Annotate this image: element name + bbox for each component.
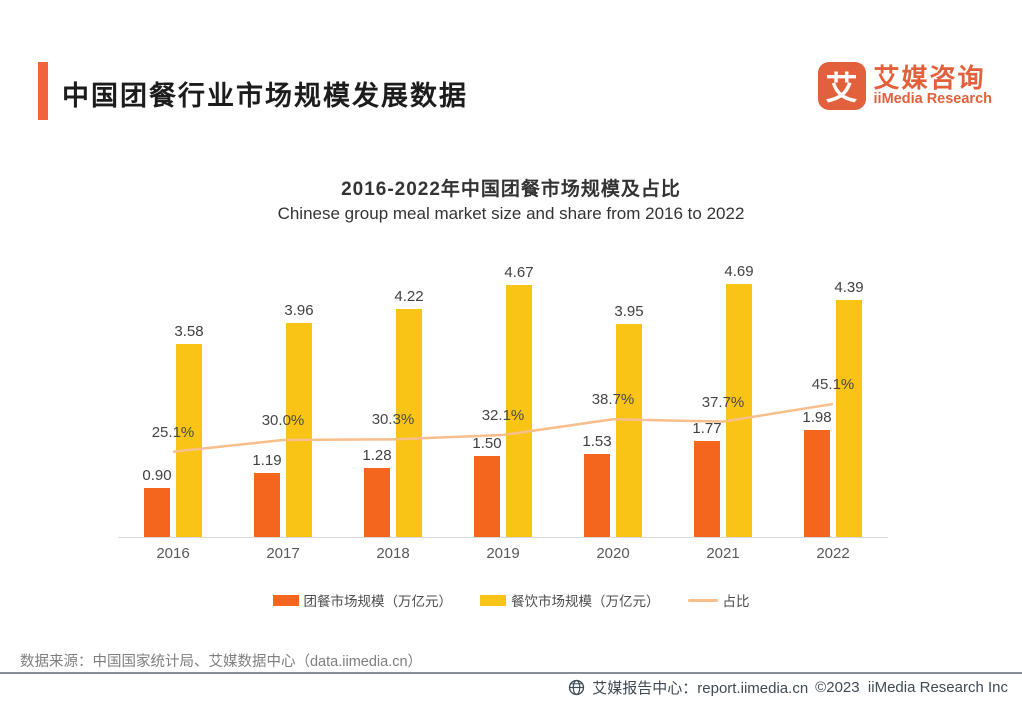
share-pct-label: 25.1% [151,423,195,441]
x-tick-label: 2019 [486,545,520,562]
bar-value-label: 1.77 [692,420,722,438]
x-tick-label: 2018 [376,545,410,562]
share-pct-label: 45.1% [811,375,855,393]
bar-value-label: 3.95 [614,302,644,320]
report-center-text: 艾媒报告中心：report.iimedia.cn [592,680,809,697]
bar-value-label: 1.19 [252,451,282,469]
footer-divider [0,672,1022,674]
bar-value-label: 3.58 [174,322,204,340]
x-axis-labels: 2016 2017 2018 2019 2020 2021 2022 [118,545,888,562]
legend-label: 团餐市场规模（万亿元） [303,594,453,609]
legend-item-catering: 餐饮市场规模（万亿元） [480,590,660,610]
bar-value-label: 1.50 [472,435,502,452]
share-line [172,402,834,453]
title-accent-bar [38,62,48,120]
x-tick-label: 2016 [156,545,190,562]
page-title: 中国团餐行业市场规模发展数据 [62,81,468,111]
legend-item-share: 占比 [687,590,750,610]
chart-title: 2016-2022年中国团餐市场规模及占比 [341,179,681,200]
share-pct-label: 38.7% [591,391,635,409]
iimedia-logo-icon: 艾 [817,62,866,110]
bar-value-label: 1.28 [362,446,392,464]
chart-plot-area: 0.90 3.58 1.19 3.96 1.28 4.22 1.50 4.67 1.53 3.95… [118,263,888,538]
bar-catering-2022 [836,299,862,537]
bar-catering-2018 [396,309,422,537]
legend-item-group-meal: 团餐市场规模（万亿元） [272,590,453,610]
x-tick-label: 2020 [596,545,630,562]
data-source-note: 数据来源：中国国家统计局、艾媒数据中心（data.iimedia.cn） [20,654,423,670]
bar-value-label: 3.96 [284,302,314,320]
chart-legend: 团餐市场规模（万亿元） 餐饮市场规模（万亿元） 占比 [0,590,1022,610]
bar-value-label: 0.90 [142,467,172,485]
legend-label: 餐饮市场规模（万亿元） [511,594,660,609]
bar-catering-2020 [616,323,642,537]
share-pct-label: 30.3% [371,411,415,429]
bar-value-label: 4.69 [724,262,754,280]
iimedia-logo: 艾 艾媒咨询 iiMedia Research [817,62,992,110]
bar-value-label: 4.39 [834,278,864,296]
legend-swatch-line [687,598,718,602]
bar-group-meal-2016 [144,488,170,537]
share-pct-label: 37.7% [701,393,745,411]
copyright-text: ©2023 iiMedia Research Inc [815,679,1008,696]
bar-catering-2021 [726,283,752,537]
bar-catering-2016 [176,343,202,537]
legend-swatch-yellow [480,594,506,606]
legend-label: 占比 [722,594,750,609]
bar-value-label: 1.53 [582,433,612,451]
x-tick-label: 2021 [706,545,740,562]
bar-catering-2019 [506,284,532,537]
share-pct-label: 30.0% [261,412,305,430]
share-pct-label: 32.1% [481,407,525,425]
bar-value-label: 1.98 [802,409,832,427]
bar-value-label: 4.22 [394,288,424,306]
x-tick-label: 2022 [816,545,850,562]
bar-value-label: 4.67 [504,263,534,281]
logo-name-cn: 艾媒咨询 [873,62,986,93]
globe-icon [569,679,585,696]
footer-bar: 艾媒报告中心：report.iimedia.cn ©2023 iiMedia R… [568,677,1008,698]
bar-group-meal-2019 [474,456,500,537]
bar-group-meal-2021 [694,441,720,537]
bar-group-meal-2020 [584,454,610,537]
bar-catering-2017 [286,323,312,537]
bar-group-meal-2017 [254,472,280,537]
bar-group-meal-2022 [804,430,830,537]
x-tick-label: 2017 [266,545,300,562]
legend-swatch-orange [272,594,299,606]
logo-name-en: iiMedia Research [873,91,992,108]
bar-group-meal-2018 [364,467,390,537]
chart-subtitle: Chinese group meal market size and share… [277,204,745,223]
